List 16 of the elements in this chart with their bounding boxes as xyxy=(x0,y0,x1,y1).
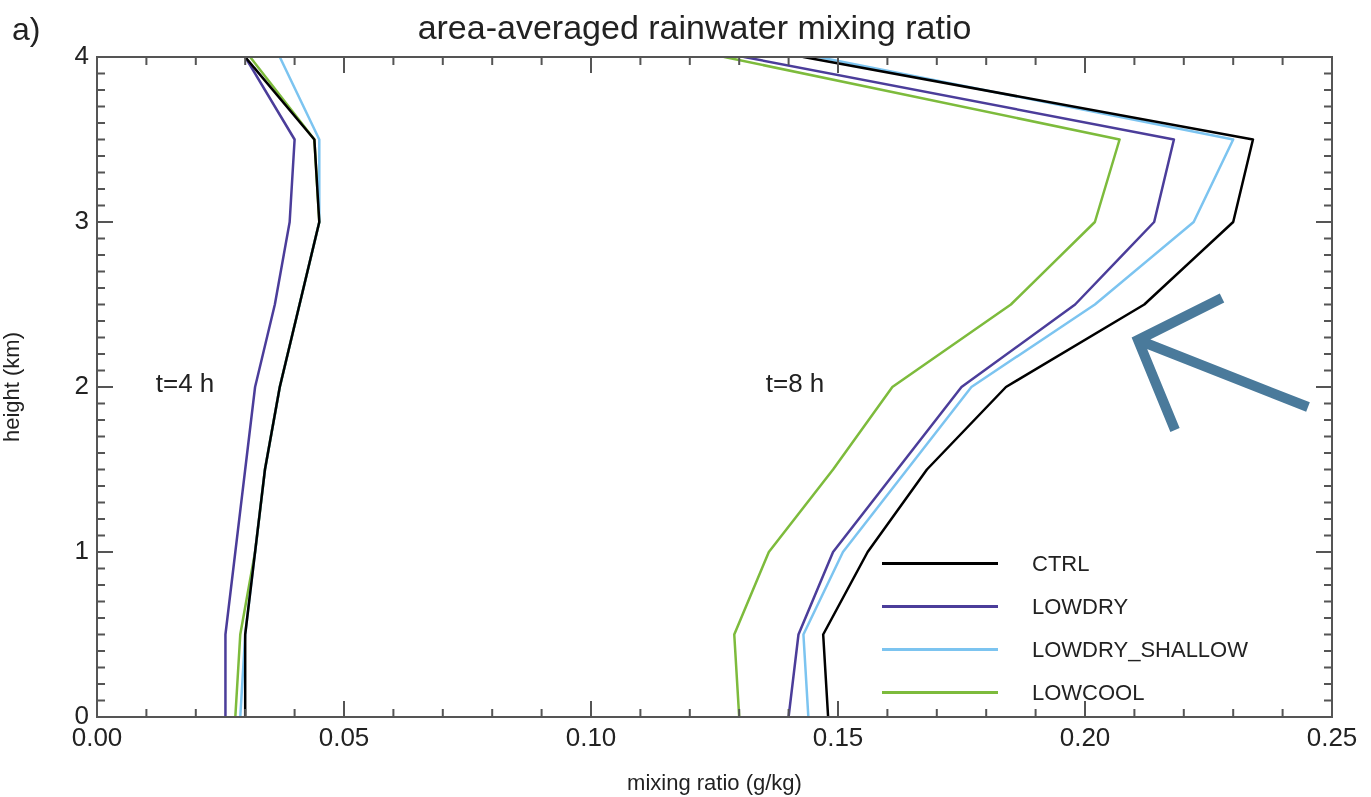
x-tick-label: 0.25 xyxy=(1306,721,1358,752)
y-tick-label: 4 xyxy=(74,40,89,71)
x-tick-label: 0.05 xyxy=(318,721,370,752)
annotation: t=4 h xyxy=(155,368,215,399)
y-axis-title: height (km) xyxy=(0,331,25,443)
y-tick-label: 1 xyxy=(74,535,89,566)
x-tick-label: 0.20 xyxy=(1059,721,1111,752)
legend: CTRL LOWDRY LOWDRY_SHALLOW LOWCOOL xyxy=(882,542,1248,714)
annotation: t=8 h xyxy=(765,368,825,399)
text: a) xyxy=(12,10,41,47)
x-tick-label: 0.10 xyxy=(565,721,617,752)
y-tick-label: 2 xyxy=(74,370,89,401)
y-tick-label: 3 xyxy=(74,205,89,236)
x-tick-label: 0.15 xyxy=(812,721,864,752)
chart-title: area-averaged rainwater mixing ratio xyxy=(417,8,972,47)
x-axis-title: mixing ratio (g/kg) xyxy=(627,769,802,795)
